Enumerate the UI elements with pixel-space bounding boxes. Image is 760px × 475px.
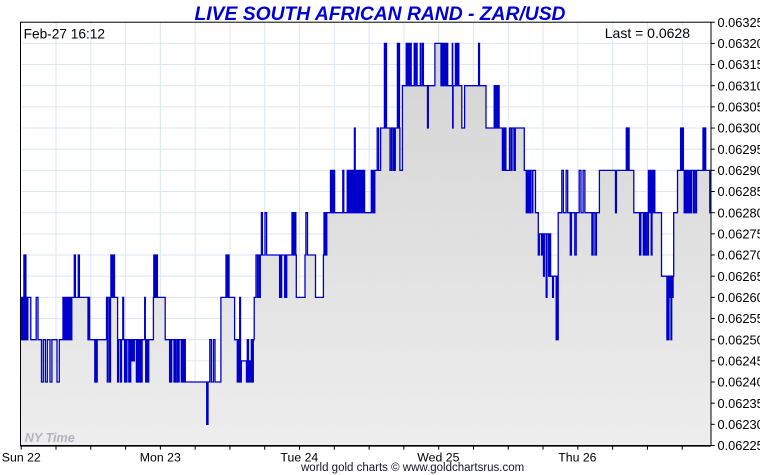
svg-text:0.06325: 0.06325 bbox=[718, 15, 760, 30]
svg-text:0.06245: 0.06245 bbox=[718, 353, 760, 368]
svg-text:0.06235: 0.06235 bbox=[718, 396, 760, 411]
svg-text:0.06255: 0.06255 bbox=[718, 311, 760, 326]
svg-text:Thu 26: Thu 26 bbox=[558, 451, 596, 465]
svg-text:NY Time: NY Time bbox=[25, 431, 75, 445]
svg-text:0.06320: 0.06320 bbox=[718, 36, 760, 51]
svg-text:0.06270: 0.06270 bbox=[718, 248, 760, 263]
svg-text:0.06265: 0.06265 bbox=[718, 269, 760, 284]
svg-text:0.06300: 0.06300 bbox=[718, 121, 760, 136]
svg-text:0.06285: 0.06285 bbox=[718, 184, 760, 199]
svg-text:Sun 22: Sun 22 bbox=[2, 451, 41, 465]
svg-text:0.06315: 0.06315 bbox=[718, 57, 760, 72]
svg-text:0.06240: 0.06240 bbox=[718, 375, 760, 390]
svg-text:Feb-27 16:12: Feb-27 16:12 bbox=[24, 27, 105, 42]
svg-text:0.06225: 0.06225 bbox=[718, 438, 760, 453]
svg-text:LIVE SOUTH AFRICAN RAND - ZAR/: LIVE SOUTH AFRICAN RAND - ZAR/USD bbox=[195, 4, 566, 25]
svg-text:Tue 24: Tue 24 bbox=[280, 451, 318, 465]
svg-text:0.06310: 0.06310 bbox=[718, 78, 760, 93]
svg-text:0.06290: 0.06290 bbox=[718, 163, 760, 178]
svg-text:0.06260: 0.06260 bbox=[718, 290, 760, 305]
svg-text:0.06230: 0.06230 bbox=[718, 417, 760, 432]
svg-text:0.06295: 0.06295 bbox=[718, 142, 760, 157]
svg-text:0.06305: 0.06305 bbox=[718, 99, 760, 114]
svg-text:0.06275: 0.06275 bbox=[718, 226, 760, 241]
svg-text:0.06280: 0.06280 bbox=[718, 205, 760, 220]
svg-text:Last = 0.0628: Last = 0.0628 bbox=[605, 25, 690, 41]
svg-text:world gold charts © www.goldch: world gold charts © www.goldchartsrus.co… bbox=[300, 462, 524, 474]
svg-text:Wed 25: Wed 25 bbox=[417, 451, 459, 465]
svg-text:0.06250: 0.06250 bbox=[718, 332, 760, 347]
svg-text:Mon 23: Mon 23 bbox=[140, 451, 181, 465]
